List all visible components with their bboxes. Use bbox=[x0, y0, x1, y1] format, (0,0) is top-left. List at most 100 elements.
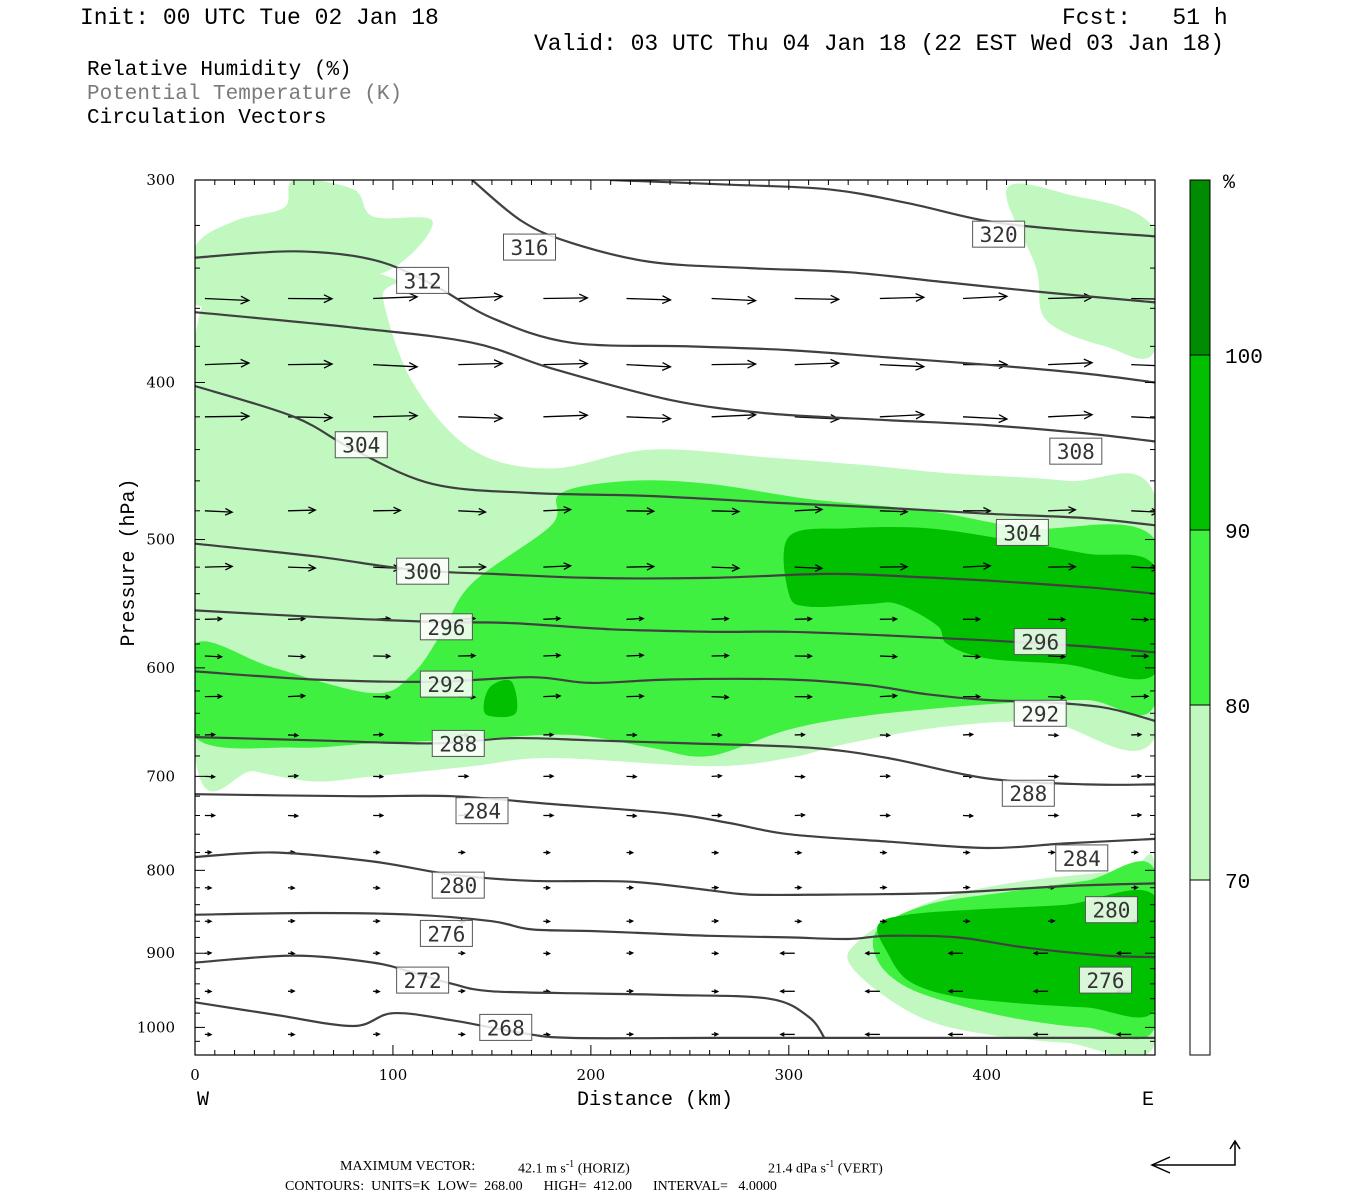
circulation-vector bbox=[373, 813, 385, 818]
circulation-vector bbox=[711, 359, 758, 369]
contour-label-288: 288 bbox=[431, 729, 485, 757]
circulation-vector bbox=[626, 732, 638, 738]
circulation-vector bbox=[626, 885, 635, 891]
contour-label-box bbox=[419, 919, 473, 947]
field-theta-label: Potential Temperature (K) bbox=[87, 83, 403, 106]
circulation-vector bbox=[1048, 774, 1060, 779]
colorbar-segment bbox=[1189, 354, 1211, 531]
circulation-vector bbox=[711, 564, 741, 572]
contour-label-text: 284 bbox=[1063, 847, 1101, 871]
circulation-vector bbox=[543, 652, 562, 659]
circulation-vector bbox=[864, 988, 880, 994]
circulation-vector bbox=[458, 850, 466, 855]
circulation-vector bbox=[288, 988, 296, 994]
circulation-vector bbox=[711, 732, 723, 738]
circulation-vector bbox=[711, 885, 720, 890]
contour-label-text: 316 bbox=[511, 236, 549, 260]
contour-label-box bbox=[972, 220, 1026, 248]
circulation-vector bbox=[1131, 617, 1150, 623]
circulation-vector bbox=[711, 850, 720, 855]
circulation-vector bbox=[711, 989, 720, 994]
contour-label-276: 276 bbox=[1079, 966, 1133, 994]
circulation-vector bbox=[626, 616, 645, 622]
circulation-vector bbox=[794, 653, 813, 659]
circulation-vector bbox=[1048, 616, 1067, 623]
circulation-vector bbox=[1115, 950, 1132, 956]
theta-contour-300 bbox=[195, 542, 1155, 595]
circulation-vector bbox=[1131, 416, 1155, 419]
y-axis-title: Pressure (hPa) bbox=[118, 478, 141, 646]
circulation-vector bbox=[458, 773, 470, 779]
circulation-vector bbox=[626, 562, 656, 571]
contour-label-box bbox=[503, 233, 557, 261]
circulation-vector bbox=[373, 774, 385, 779]
contour-label-292: 292 bbox=[1013, 699, 1067, 727]
circulation-vector bbox=[1131, 732, 1143, 738]
circulation-vector bbox=[794, 616, 813, 622]
circulation-vector bbox=[373, 950, 381, 956]
circulation-vector bbox=[288, 359, 334, 369]
contours-info: CONTOURS: UNITS=K LOW= 268.00 HIGH= 412.… bbox=[285, 1179, 777, 1194]
circulation-vector bbox=[458, 359, 504, 369]
circulation-vector bbox=[373, 850, 381, 855]
colorbar-label-100: 100 bbox=[1225, 347, 1263, 370]
y-tick-label: 600 bbox=[146, 659, 175, 677]
contour-label-box bbox=[1001, 779, 1055, 807]
circulation-vector bbox=[794, 294, 841, 304]
circulation-vector bbox=[543, 885, 552, 891]
y-tick-label: 500 bbox=[146, 531, 175, 549]
contour-label-268: 268 bbox=[479, 1013, 533, 1041]
circulation-vector bbox=[373, 506, 402, 515]
contour-label-box bbox=[431, 871, 485, 899]
circulation-vector bbox=[794, 812, 806, 818]
circulation-vector bbox=[204, 774, 217, 779]
circulation-vector bbox=[288, 616, 307, 622]
contour-label-text: 284 bbox=[463, 800, 501, 824]
circulation-vector bbox=[204, 654, 224, 660]
circulation-vector bbox=[779, 950, 795, 956]
circulation-vector bbox=[543, 813, 555, 818]
circulation-vector bbox=[204, 732, 217, 738]
contour-label-box bbox=[479, 1013, 533, 1041]
circulation-vector bbox=[458, 292, 504, 302]
contour-label-box bbox=[419, 670, 473, 698]
circulation-vector bbox=[1131, 364, 1155, 367]
circulation-vector bbox=[879, 813, 892, 818]
circulation-vector bbox=[1115, 1032, 1132, 1037]
theta-contour-316 bbox=[471, 180, 1155, 304]
colorbar-segment bbox=[1189, 179, 1211, 356]
reference-vector-icon bbox=[1150, 1139, 1241, 1174]
circulation-vector bbox=[204, 358, 251, 368]
y-tick-label: 800 bbox=[146, 861, 175, 879]
circulation-vector bbox=[879, 292, 926, 302]
contour-label-300: 300 bbox=[396, 557, 450, 585]
circulation-vector bbox=[794, 850, 803, 855]
circulation-vector bbox=[543, 951, 552, 956]
contour-label-box bbox=[431, 729, 485, 757]
circulation-vector bbox=[1131, 693, 1150, 700]
circulation-vector bbox=[204, 616, 224, 622]
valid-time: Valid: 03 UTC Thu 04 Jan 18 (22 EST Wed … bbox=[534, 31, 1225, 57]
circulation-vector bbox=[204, 950, 213, 956]
circulation-vector bbox=[962, 918, 971, 924]
circulation-vector bbox=[1048, 694, 1067, 700]
circulation-vector bbox=[288, 294, 334, 304]
circulation-vector bbox=[626, 1032, 635, 1037]
circulation-vector bbox=[626, 652, 645, 659]
contour-label-box bbox=[995, 518, 1049, 546]
plot-frame bbox=[194, 179, 1156, 1056]
circulation-vector bbox=[626, 850, 635, 855]
vert-exponent: -1 bbox=[825, 1159, 835, 1170]
circulation-vector bbox=[779, 1032, 795, 1037]
circulation-vector bbox=[373, 411, 419, 421]
circulation-vector bbox=[458, 950, 466, 956]
x-axis-title: Distance (km) bbox=[577, 1089, 733, 1112]
y-tick-label: 700 bbox=[146, 767, 175, 785]
circulation-vector bbox=[204, 813, 217, 818]
circulation-vector bbox=[373, 918, 381, 924]
circulation-vector bbox=[711, 295, 758, 305]
circulation-vector bbox=[1131, 653, 1150, 659]
circulation-vector bbox=[626, 988, 635, 994]
circulation-vector bbox=[1048, 358, 1094, 368]
